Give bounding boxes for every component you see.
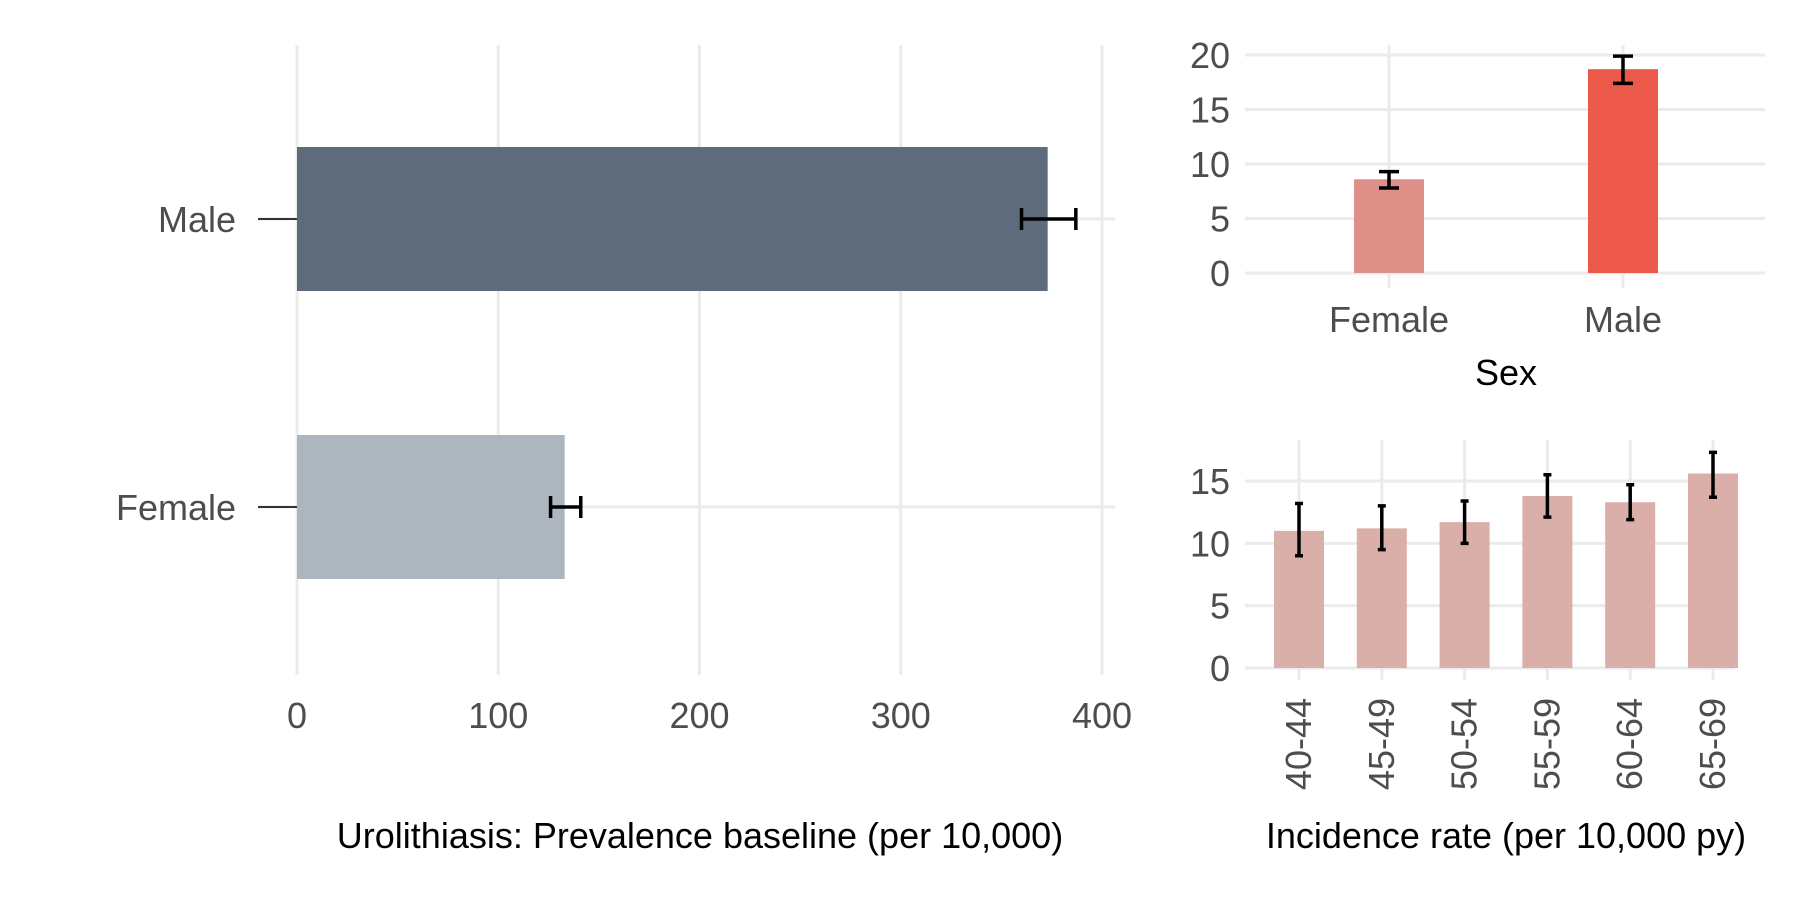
x-tick-label: 200: [669, 695, 729, 736]
bar-45-49: [1356, 528, 1407, 668]
y-tick-label-male: Male: [158, 199, 236, 240]
x-tick-label-65-69: 65-69: [1692, 698, 1733, 790]
incidence-by-sex-panel: 0 5 10 15 20 Female Male Sex: [1190, 35, 1765, 393]
error-bar-50-54: [1460, 499, 1469, 546]
y-tick-label: 20: [1190, 35, 1230, 76]
bar-male: [297, 147, 1048, 291]
bar-female: [297, 435, 565, 579]
error-bar-female: [548, 496, 583, 518]
error-bar-60-64: [1626, 482, 1635, 522]
y-tick-label: 5: [1210, 199, 1230, 240]
x-axis-title: Urolithiasis: Prevalence baseline (per 1…: [337, 815, 1063, 856]
x-tick-label-50-54: 50-54: [1444, 698, 1485, 790]
error-bar-male: [1613, 54, 1633, 86]
bar-55-59: [1522, 495, 1573, 668]
error-bar-female: [1379, 169, 1399, 190]
bar-male: [1588, 69, 1658, 273]
error-bar-55-59: [1543, 473, 1552, 519]
x-axis-title: Sex: [1475, 352, 1537, 393]
x-tick-label-40-44: 40-44: [1278, 698, 1319, 790]
x-axis-title: Incidence rate (per 10,000 py): [1266, 815, 1746, 856]
prevalence-panel: 0 100 200 300 400 Male Female Urolithiasis: Pre…: [116, 45, 1132, 856]
y-tick-label-female: Female: [116, 487, 236, 528]
error-bar-male: [1019, 208, 1078, 230]
x-tick-label: 0: [287, 695, 307, 736]
x-tick-label: 400: [1072, 695, 1132, 736]
x-tick-label-female: Female: [1329, 299, 1449, 340]
y-tick-label: 10: [1190, 144, 1230, 185]
y-tick-label: 15: [1190, 90, 1230, 131]
y-tick-label: 5: [1210, 586, 1230, 627]
bar-60-64: [1605, 502, 1656, 668]
x-tick-label-male: Male: [1584, 299, 1662, 340]
x-tick-label-45-49: 45-49: [1361, 698, 1402, 790]
error-bar-65-69: [1709, 450, 1717, 499]
x-tick-label: 300: [871, 695, 931, 736]
x-tick-label: 100: [468, 695, 528, 736]
y-tick-label: 0: [1210, 648, 1230, 689]
y-tick-label: 15: [1190, 461, 1230, 502]
error-bar-45-49: [1377, 504, 1386, 552]
x-tick-label-55-59: 55-59: [1526, 698, 1567, 790]
bar-female: [1354, 179, 1424, 273]
y-tick-label: 10: [1190, 523, 1230, 564]
y-tick-label: 0: [1210, 253, 1230, 294]
incidence-by-age-panel: 0 5 10 15 40-44 45-49 50-54 55-59 60-64 65-69 Inci…: [1190, 440, 1746, 856]
bar-50-54: [1439, 522, 1490, 668]
x-tick-label-60-64: 60-64: [1609, 698, 1650, 790]
error-bar-40-44: [1295, 501, 1303, 558]
bar-65-69: [1688, 473, 1738, 668]
